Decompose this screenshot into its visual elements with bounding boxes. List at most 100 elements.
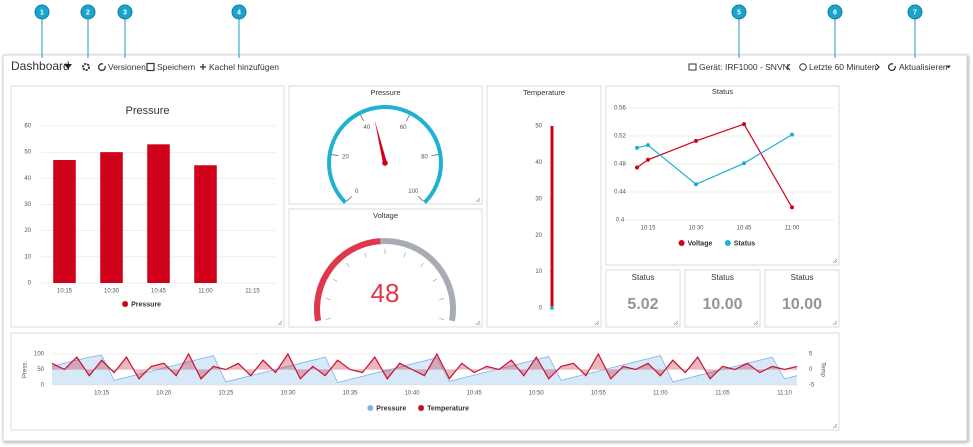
resize-handle [673, 320, 679, 326]
callout-badge [80, 4, 96, 20]
gauge-minor-tick [332, 278, 338, 282]
refresh-icon[interactable] [887, 63, 896, 72]
line-point [646, 143, 650, 148]
x-tick-label: 11:00 [785, 226, 800, 232]
refresh-button[interactable]: Aktualisieren [899, 62, 948, 72]
prev-button[interactable] [786, 63, 791, 71]
gauge-minor-tick [439, 298, 445, 300]
tile-title: Status [632, 273, 655, 282]
add-icon[interactable] [200, 64, 206, 70]
gauge-minor-tick [403, 252, 406, 258]
callout-number: 4 [237, 9, 241, 16]
gauge-tick [417, 195, 424, 202]
gauge-minor-tick [439, 318, 445, 320]
x-tick-label: 10:45 [736, 226, 752, 232]
tile-value: 5.02 [627, 296, 658, 313]
chart-title: Status [712, 87, 734, 96]
save-icon[interactable] [146, 62, 155, 72]
tile [605, 269, 681, 328]
callout-number: 3 [123, 9, 127, 16]
bar [194, 165, 217, 283]
bar [53, 160, 76, 283]
legend-marker [678, 240, 685, 246]
bar [100, 152, 123, 283]
y-tick-label: 0.44 [614, 190, 626, 196]
tile [605, 85, 840, 266]
legend-label: Status [734, 240, 756, 247]
device-selector[interactable]: Gerät: IRF1000 - SNVN [699, 62, 789, 72]
y-tick-label: 50 [535, 124, 542, 130]
versions-button[interactable]: Versionen [108, 62, 146, 72]
resize-handle [753, 320, 759, 326]
line-point [635, 145, 639, 150]
y-tick-label: 100 [34, 352, 45, 358]
tile [288, 208, 483, 328]
tile-title: Status [791, 273, 814, 282]
callout-badge [827, 4, 843, 20]
tile [684, 269, 761, 328]
x-tick-label: 10:15 [57, 289, 73, 295]
x-tick-label: 11:00 [653, 391, 668, 397]
x-tick-label: 11:15 [245, 289, 260, 295]
y-tick-label: 10 [535, 269, 542, 275]
x-tick-label: 10:55 [591, 391, 607, 397]
refresh-dropdown[interactable] [946, 65, 951, 69]
x-tick-label: 10:30 [688, 226, 704, 232]
legend-label: Pressure [131, 301, 161, 308]
line-point [646, 157, 650, 162]
x-tick-label: 10:15 [640, 226, 656, 232]
tile-value: 10.00 [782, 296, 822, 313]
legend-marker [122, 301, 129, 307]
y-tick-label: 0.48 [614, 162, 626, 168]
gauge-minor-tick [325, 318, 331, 320]
x-tick-label: 11:10 [777, 391, 792, 397]
add-tile-button[interactable]: Kachel hinzufügen [209, 62, 279, 72]
y2-tick-label: 0 [809, 367, 813, 373]
save-button[interactable]: Speichern [157, 62, 196, 72]
time-range[interactable]: Letzte 60 Minuten [809, 62, 877, 72]
resize-handle [832, 320, 838, 326]
y-tick-label: 0.52 [614, 134, 626, 140]
gauge-minor-tick [364, 252, 367, 258]
y-tick-label: 0.4 [616, 218, 625, 224]
bar [147, 144, 170, 283]
x-tick-label: 10:45 [151, 289, 167, 295]
tile-title: Status [711, 273, 734, 282]
device-icon[interactable] [688, 63, 697, 71]
next-button[interactable] [875, 63, 880, 71]
clock-icon[interactable] [799, 63, 807, 71]
gauge-needle [374, 120, 387, 164]
gauge-minor-tick [346, 262, 350, 268]
resize-handle [594, 320, 600, 326]
callouts: 1 2 3 4 5 6 7 [34, 4, 923, 58]
callout-badge [34, 4, 50, 20]
gauge-arc [327, 105, 443, 205]
y-tick-label: 30 [535, 196, 542, 202]
y2-axis-label: Temp [819, 362, 825, 377]
x-tick-label: 10:25 [218, 391, 234, 397]
y-tick-label: 50 [24, 150, 31, 156]
gauge-pivot [382, 160, 388, 166]
gauge-tick [346, 195, 353, 202]
tile [486, 85, 602, 328]
y-tick-label: 60 [24, 124, 31, 130]
x-tick-label: 10:15 [94, 391, 110, 397]
dashboard-title[interactable]: Dashboard [11, 59, 70, 73]
gauge-tick-label: 80 [421, 154, 428, 160]
line-point [635, 165, 639, 170]
settings-icon[interactable] [82, 63, 90, 71]
line-point [742, 122, 746, 127]
y-tick-label: 0 [539, 306, 543, 312]
legend-label: Temperature [427, 405, 469, 412]
x-tick-label: 11:05 [715, 391, 730, 397]
dropdown-arrow[interactable] [64, 64, 72, 69]
x-tick-label: 10:45 [467, 391, 483, 397]
legend-marker [367, 405, 374, 411]
legend-label: Voltage [688, 240, 713, 247]
tile [10, 332, 840, 431]
tile [288, 85, 483, 205]
versions-icon[interactable] [97, 63, 106, 72]
y-tick-label: 0.56 [614, 106, 626, 112]
